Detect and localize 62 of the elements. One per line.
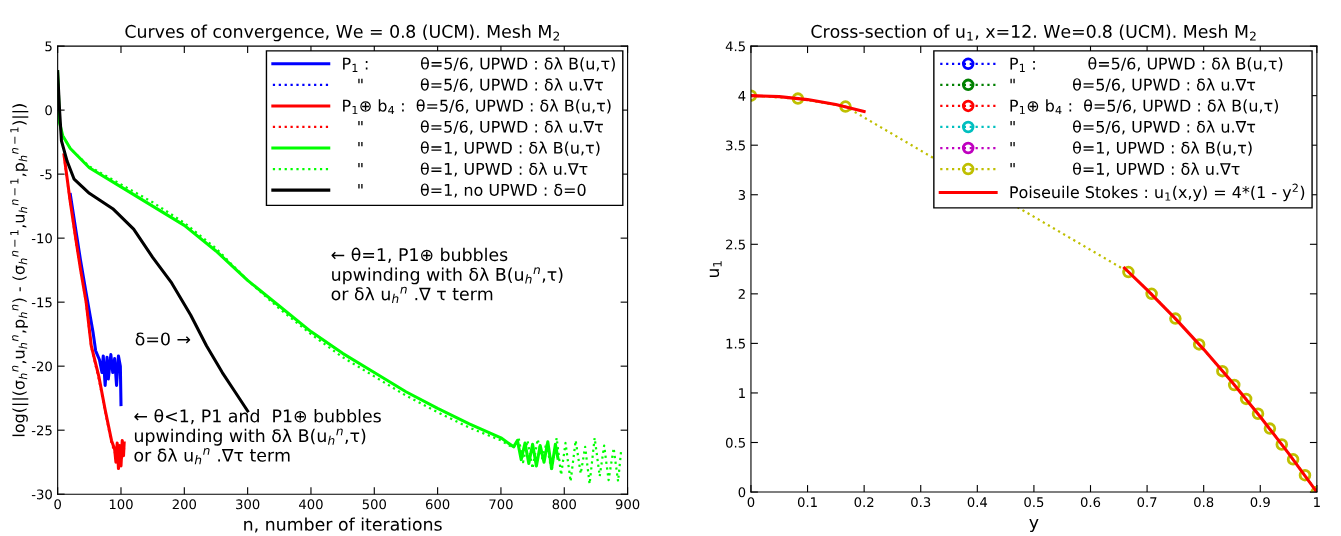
y-axis-title: u$_{1}$ xyxy=(709,261,722,277)
y-tick-label: -20 xyxy=(31,361,52,372)
y-tick-label: 5 xyxy=(45,41,52,52)
x-tick-label: 0.1 xyxy=(797,497,817,508)
chart-title: Cross-section of u$_{1}$, x=12. We=0.8 (UCM). Mesh M$_{2}$ xyxy=(811,24,1256,41)
x-tick-label: 0.2 xyxy=(854,497,874,508)
y-tick-label: 2.5 xyxy=(726,239,745,250)
y-tick-label: 3 xyxy=(738,189,746,200)
x-axis-title: n, number of iterations xyxy=(244,517,442,533)
x-tick-label: 0.7 xyxy=(1137,497,1157,508)
legend-label: P$_{1}$ : θ=5/6, UPWD : δλ B(u,τ) xyxy=(1010,57,1283,72)
y-tick-label: 3.5 xyxy=(726,140,745,151)
x-tick-label: 0 xyxy=(747,497,755,508)
y-tick-label: 2 xyxy=(738,289,745,299)
x-tick-label: 900 xyxy=(615,499,640,510)
x-tick-label: 1 xyxy=(1314,497,1320,507)
legend-label: " θ=1, UPWD : δλ u.∇τ xyxy=(1010,162,1240,177)
y-tick-label: 4 xyxy=(738,91,746,101)
text: ← θ=1, P1⊕ bubbles upwinding with δλ B(u$_{h}$$^{n}$,τ) or δλ u$_{h}$$^{n}$ .∇ τ term xyxy=(331,247,563,304)
x-tick-label: 600 xyxy=(425,499,450,510)
legend-label: Poiseuile Stokes : u$_{1}$(x,y) = 4*(1 - y$^{2}$) xyxy=(1010,183,1305,202)
x-tick-label: 200 xyxy=(172,499,197,510)
x-axis-title: y xyxy=(1029,518,1039,533)
x-tick-label: 0.9 xyxy=(1250,497,1270,508)
x-tick-label: 0.4 xyxy=(967,497,988,508)
legend-label: P$_{1}$⊕ b$_{4}$ : θ=5/6, UPWD : δλ B(u,τ) xyxy=(343,99,611,115)
legend-label: " θ=1, UPWD : δλ B(u,τ) xyxy=(358,141,600,156)
x-tick-label: 100 xyxy=(109,499,133,510)
x-tick-label: 800 xyxy=(552,499,576,510)
y-tick-label: 1.5 xyxy=(726,338,745,349)
text: ← θ<1, P1 and P1⊕ bubbles upwinding with δλ B(u$_{h}$$^{n}$,τ) or δλ u$_{h}$$^{n}$ .∇τ term xyxy=(134,408,381,465)
text: log(||(σ$_{h}$$^{n}$,u$_{h}$$^{n}$,p$_{h}$$^{n}$) - (σ$_{h}$$^{n−1}$,u$_{h}$$^{n−1}$,p$_{h}$$^{n−1}$)||) xyxy=(10,104,29,437)
y-tick-label: -25 xyxy=(31,425,52,436)
x-tick-label: 400 xyxy=(299,499,323,510)
legend-label: P$_{1}$⊕ b$_{4}$ : θ=5/6, UPWD : δλ B(u,τ) xyxy=(1010,99,1279,115)
x-tick-label: 500 xyxy=(362,499,386,510)
legend-label: " θ=5/6, UPWD : δλ u.∇τ xyxy=(1010,120,1256,135)
y-tick-label: -15 xyxy=(31,297,52,308)
x-tick-label: 300 xyxy=(236,499,260,510)
legend-label: " θ=5/6, UPWD : δλ u.∇τ xyxy=(358,120,603,135)
y-tick-label: 4.5 xyxy=(725,41,745,52)
y-tick-label: 0 xyxy=(738,487,746,498)
x-tick-label: 700 xyxy=(489,499,513,510)
legend-label: " θ=5/6, UPWD : δλ u.∇τ xyxy=(1010,78,1256,93)
legend-label: " θ=1, UPWD : δλ B(u,τ) xyxy=(1010,141,1252,156)
y-tick-label: -30 xyxy=(31,489,52,500)
y-tick-label: -5 xyxy=(40,169,52,180)
legend-label: " θ=5/6, UPWD : δλ u.∇τ xyxy=(358,78,603,93)
x-tick-label: 0.3 xyxy=(911,497,931,508)
x-tick-label: 0.8 xyxy=(1194,497,1214,508)
x-tick-label: 0.6 xyxy=(1080,497,1101,508)
legend-label: " θ=1, no UPWD : δ=0 xyxy=(358,183,586,198)
legend-label: " θ=1, UPWD : δλ u.∇τ xyxy=(358,162,588,177)
legend-label: P$_{1}$ : θ=5/6, UPWD : δλ B(u,τ) xyxy=(343,57,615,72)
y-tick-label: 0 xyxy=(45,105,52,116)
y-tick-label: 1 xyxy=(739,388,745,398)
y-tick-label: -10 xyxy=(31,233,52,244)
x-tick-label: 0 xyxy=(54,499,61,510)
chart-title: Curves of convergence, We = 0.8 (UCM). Mesh M$_{2}$ xyxy=(125,24,560,42)
y-tick-label: 0.5 xyxy=(725,437,745,448)
x-tick-label: 0.5 xyxy=(1024,497,1044,508)
annotation: δ=0 → xyxy=(135,332,191,346)
